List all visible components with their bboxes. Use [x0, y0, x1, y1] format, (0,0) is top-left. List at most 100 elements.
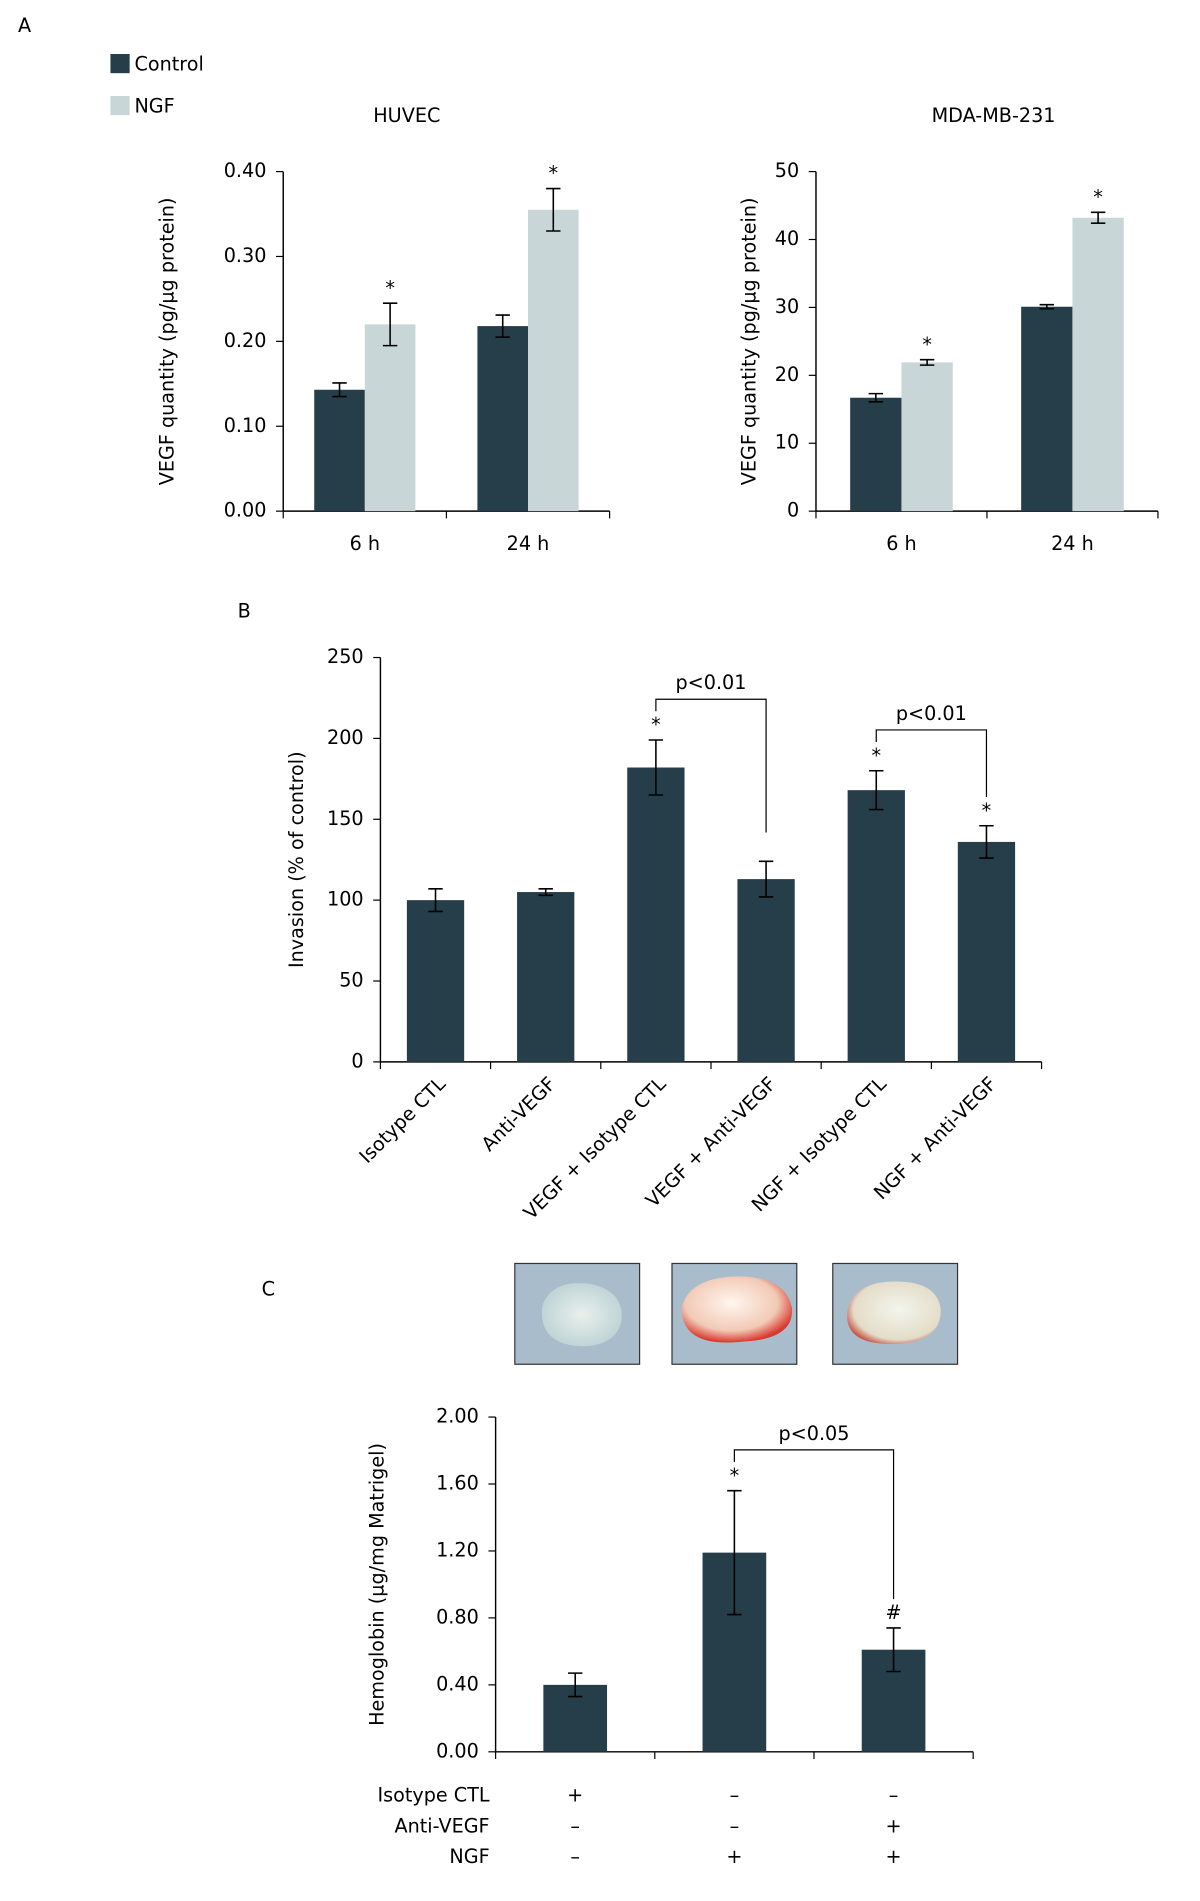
comparison-label: p<0.01: [675, 671, 746, 694]
significance-marker: *: [549, 162, 559, 185]
x-tick-label: 24 h: [1051, 532, 1094, 555]
bar: [528, 209, 579, 512]
x-tick-label: Isotype CTL: [355, 1072, 451, 1168]
x-tick-label: Anti-VEGF: [477, 1072, 561, 1156]
x-tick-label: 6 h: [886, 532, 916, 555]
legend-label: NGF: [134, 94, 174, 117]
y-tick-label: 10: [775, 431, 799, 454]
bar: [901, 362, 953, 512]
bar: [517, 892, 575, 1062]
condition-sign: +: [886, 1845, 902, 1868]
y-tick-label: 50: [339, 969, 363, 992]
y-tick-label: 0.10: [224, 414, 267, 437]
error-bar: [1039, 303, 1055, 310]
comparison-bracket: [875, 729, 988, 797]
error-bar: [495, 314, 510, 338]
comparison-label: p<0.01: [896, 702, 967, 725]
comparison-label: p<0.05: [778, 1422, 849, 1445]
significance-marker: *: [982, 799, 992, 822]
significance-marker: *: [651, 713, 661, 736]
y-tick-label: 40: [775, 227, 799, 250]
condition-sign: –: [730, 1784, 740, 1807]
bar: [1072, 217, 1124, 512]
error-bar: [727, 1489, 742, 1616]
error-bar: [886, 1627, 901, 1673]
y-tick-label: 0: [351, 1049, 363, 1072]
significance-marker: *: [922, 333, 932, 356]
matrigel-plug: [847, 1281, 941, 1345]
matrigel-plug: [681, 1276, 793, 1343]
comparison-bracket: [655, 698, 767, 833]
condition-sign: –: [730, 1814, 740, 1837]
error-bar: [648, 739, 664, 796]
y-tick-label: 0.40: [436, 1672, 479, 1695]
condition-sign: –: [570, 1814, 580, 1837]
condition-name: Anti-VEGF: [395, 1814, 490, 1837]
x-tick-label: 24 h: [507, 532, 550, 555]
panel-label: C: [262, 1277, 275, 1300]
y-axis-label: Hemoglobin (µg/mg Matrigel): [366, 1443, 389, 1726]
comparison-bracket: [733, 1449, 895, 1600]
y-tick-label: 250: [327, 645, 364, 668]
bar: [314, 389, 365, 512]
error-bar: [919, 358, 935, 366]
error-bar: [1090, 211, 1106, 224]
y-axis-label: Invasion (% of control): [285, 751, 308, 968]
condition-sign: –: [889, 1784, 899, 1807]
y-tick-label: 1.20: [436, 1538, 479, 1561]
y-tick-label: 150: [327, 807, 364, 830]
chart-title: HUVEC: [373, 104, 440, 127]
y-tick-label: 20: [775, 363, 799, 386]
y-tick-label: 200: [327, 726, 364, 749]
y-tick-label: 0.20: [224, 329, 267, 352]
y-tick-label: 0.00: [436, 1739, 479, 1762]
matrigel-images: [514, 1262, 959, 1365]
condition-name: Isotype CTL: [377, 1784, 489, 1807]
y-tick-label: 0.40: [224, 159, 267, 182]
legend-label: Control: [134, 52, 203, 75]
bar: [847, 790, 905, 1062]
error-bar: [568, 1672, 583, 1698]
y-tick-label: 30: [775, 295, 799, 318]
y-tick-label: 1.60: [436, 1472, 479, 1495]
y-tick-label: 0.30: [224, 244, 267, 267]
significance-marker: #: [886, 1601, 902, 1624]
legend-swatch: [110, 95, 130, 116]
panel-label: A: [18, 14, 31, 37]
condition-name: NGF: [449, 1845, 489, 1868]
error-bar: [382, 302, 398, 347]
chart-title: MDA-MB-231: [932, 104, 1056, 127]
bar: [364, 324, 416, 512]
bar: [627, 767, 685, 1062]
y-axis-label: VEGF quantity (pg/µg protein): [156, 197, 179, 485]
error-bar: [546, 187, 561, 232]
condition-sign: +: [886, 1814, 902, 1837]
bar: [477, 326, 529, 512]
condition-sign: +: [567, 1784, 583, 1807]
error-bar: [538, 888, 553, 897]
significance-marker: *: [871, 744, 881, 767]
error-bar: [979, 824, 994, 859]
significance-marker: *: [730, 1464, 740, 1487]
significance-marker: *: [1093, 185, 1103, 208]
matrigel-plug: [541, 1283, 622, 1347]
y-tick-label: 100: [327, 888, 364, 911]
error-bar: [758, 860, 774, 898]
error-bar: [428, 888, 443, 913]
y-axis-label: VEGF quantity (pg/µg protein): [737, 197, 760, 485]
bar: [850, 397, 902, 512]
significance-marker: *: [385, 276, 395, 299]
bar: [737, 879, 795, 1062]
error-bar: [332, 382, 347, 398]
y-tick-label: 0: [787, 499, 799, 522]
condition-sign: –: [570, 1845, 580, 1868]
bar: [1021, 306, 1073, 512]
error-bar: [868, 392, 884, 403]
legend-swatch: [110, 53, 130, 74]
y-tick-label: 2.00: [436, 1405, 479, 1428]
x-tick-label: 6 h: [350, 532, 380, 555]
y-tick-label: 0.80: [436, 1605, 479, 1628]
bar: [406, 900, 465, 1062]
